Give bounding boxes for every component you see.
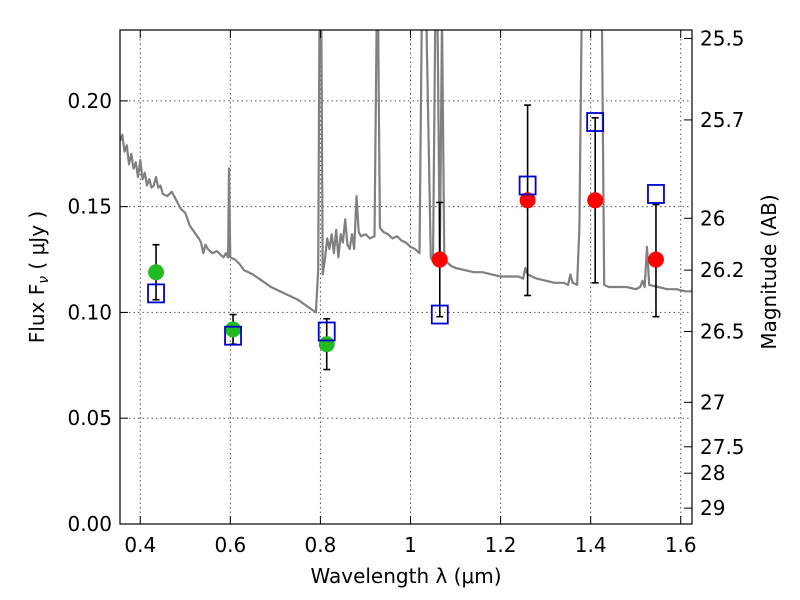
y-tick-label: 0.05 — [67, 406, 112, 430]
right-tick-label: 27 — [700, 390, 725, 414]
ticks: 0.4 0.6 0.8 1 1.2 1.4 1.6 0.00 0.05 0.10 0.15 0.20 2… — [67, 26, 744, 557]
x-tick-label: 0.8 — [305, 533, 337, 557]
model-photometry-square — [586, 112, 605, 132]
right-tick-label: 27.5 — [700, 435, 745, 459]
y-axis-label-left: Flux Fν ( μJy ) — [25, 211, 52, 343]
y-axis-label-right: Magnitude (AB) — [757, 194, 781, 349]
y-axis-label-subscript: ν — [36, 276, 52, 284]
model-photometry-square — [647, 184, 665, 204]
right-tick-label: 26.2 — [700, 258, 745, 282]
right-tick-label: 28 — [700, 461, 725, 485]
right-tick-label: 26.5 — [700, 319, 745, 343]
right-tick-label: 25.5 — [700, 26, 745, 50]
x-axis-label: Wavelength λ (μm) — [310, 564, 501, 588]
data-markers — [147, 112, 665, 353]
photometry-point — [587, 192, 604, 209]
photometry-point — [148, 264, 165, 281]
model-photometry-square — [430, 304, 449, 325]
y-tick-label: 0.00 — [67, 512, 112, 536]
y-tick-label: 0.10 — [67, 300, 112, 324]
model-spectrum-line — [120, 30, 692, 314]
right-tick-label: 26 — [700, 206, 725, 230]
x-tick-label: 1.4 — [575, 533, 607, 557]
right-tick-label: 29 — [700, 496, 725, 520]
y-axis-label-unit: ( μJy ) — [25, 211, 49, 276]
y-tick-label: 0.15 — [67, 195, 112, 219]
x-tick-label: 0.4 — [124, 533, 156, 557]
plot-frame — [119, 29, 693, 525]
plot-background — [120, 30, 692, 524]
model-photometry-square — [147, 283, 165, 304]
x-tick-label: 1 — [404, 533, 417, 557]
y-tick-label: 0.20 — [67, 89, 112, 113]
x-tick-label: 1.2 — [485, 533, 517, 557]
model-spectrum-layer — [120, 30, 692, 314]
x-tick-label: 1.6 — [665, 533, 697, 557]
y-axis-label-main: Flux F — [25, 284, 49, 343]
photometry-point — [318, 336, 335, 353]
photometry-point — [225, 321, 242, 338]
x-tick-label: 0.6 — [214, 533, 246, 557]
model-photometry-square — [518, 175, 537, 196]
right-tick-label: 25.7 — [700, 108, 745, 132]
photometry-point — [431, 251, 448, 268]
photometry-point — [519, 192, 536, 209]
model-photometry-square — [224, 325, 242, 346]
model-photometry-square — [317, 321, 336, 342]
photometry-point — [647, 251, 664, 268]
